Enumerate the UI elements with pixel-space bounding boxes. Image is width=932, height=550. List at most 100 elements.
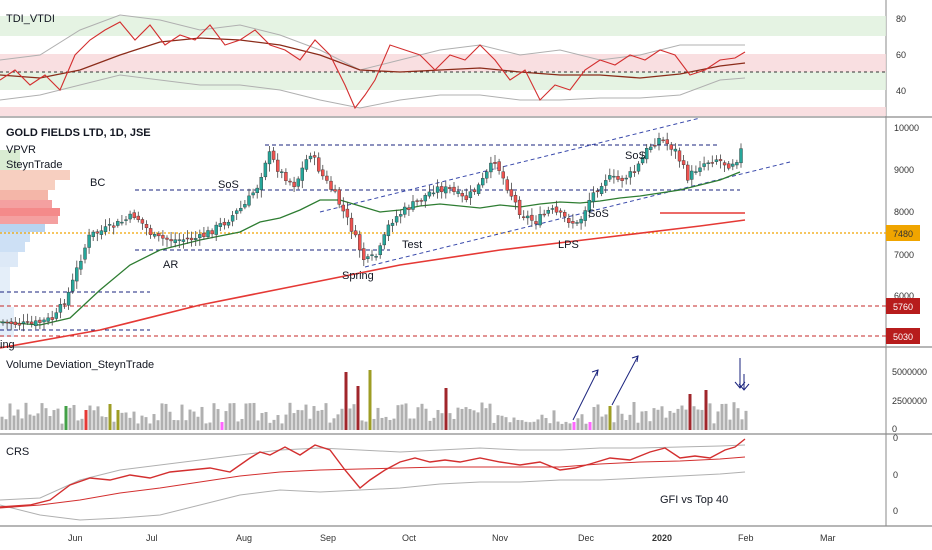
x-tick-dec: Dec [578,533,595,543]
crs-title: CRS [6,446,29,458]
volume-bar [208,422,212,430]
candle-body [628,171,632,178]
volume-bar [672,412,676,430]
volume-bar [244,403,248,430]
x-tick-feb: Feb [738,533,754,543]
tdi-band-upper [0,16,886,36]
candle-body [374,256,378,258]
candle-body [567,218,571,223]
vpvr-label: VPVR [6,144,36,156]
annotation-sos-3: SoS [625,150,646,162]
x-tick-2020: 2020 [652,533,672,543]
candle-body [522,216,526,218]
candle-body [513,194,518,203]
candle-body [489,162,493,173]
candle-body [669,144,673,150]
volume-bar [720,403,724,430]
candle-body [95,231,100,234]
candle-body [157,233,161,237]
candle-body [87,234,91,248]
volume-bar [368,370,372,430]
volume-bar [264,412,268,430]
candle-body [546,210,550,214]
candle-body [415,200,419,202]
candle-body [505,179,509,191]
volume-bar [68,407,72,430]
volume-bar [576,418,580,430]
candle-body [25,321,30,323]
partial-label: ing [0,339,15,351]
volume-bar [36,413,40,430]
vol-tick-2500000: 2500000 [892,396,927,406]
candle-body [563,212,567,217]
candle-body [657,137,661,145]
tdi-rsi-line [0,21,746,110]
price-tick-8000: 8000 [894,207,914,217]
volume-bar [164,403,168,430]
candle-body [444,186,448,194]
candle-body [132,212,136,218]
candle-body [673,148,678,152]
x-axis: Jun Jul Aug Sep Oct Nov Dec 2020 Feb Mar [68,533,836,543]
volume-bar [484,408,488,430]
volume-bar [204,423,208,430]
vol-arrow-2 [611,355,639,406]
candle-body [300,167,304,181]
price-tick-6000: 6000 [894,291,914,301]
volume-bar [608,406,612,430]
candle-body [321,169,325,177]
candle-body [312,155,317,158]
volume-bar [504,417,508,430]
volume-bar [256,420,260,430]
channel-lower [364,161,791,268]
candle-body [169,239,173,242]
candle-body [608,175,612,180]
volume-bar [124,412,128,430]
volume-bar [564,421,568,430]
candle-body [173,239,177,243]
volume-bar [48,416,52,430]
candle-body [632,171,637,173]
volume-bar [728,419,732,430]
volume-bar [660,406,664,430]
volume-bar [428,420,432,430]
candle-body [267,151,272,165]
candle-body [181,239,186,242]
candle-body [247,195,251,206]
volume-bar [668,410,672,430]
volume-bar [480,402,484,430]
candle-body [255,187,259,194]
volume-bar [136,423,140,430]
volume-bar [536,419,540,430]
volume-bar [648,421,652,430]
volume-bar [12,415,16,430]
candle-body [21,321,26,324]
volume-bar [120,412,124,430]
crs-tick-mid: 0 [893,470,898,480]
volume-bar [100,416,104,430]
volume-bar [268,422,272,430]
volume-bar [140,415,144,430]
candle-body [448,187,452,189]
volume-bar [80,418,84,430]
candle-body [616,176,620,180]
volume-bar [636,422,640,430]
candle-body [456,191,460,194]
volume-bar [16,409,20,430]
volume-bar [296,409,300,430]
volume-bar [656,409,660,430]
volume-bar [216,409,220,430]
candle-body [177,239,182,241]
volume-bar [128,417,132,430]
price-candles [1,132,743,332]
candle-body [390,222,395,226]
candle-body [714,159,719,162]
candle-body [91,231,95,237]
volume-bar [496,415,500,430]
annotation-spring: Spring [342,270,374,282]
volume-bar [160,403,164,430]
candle-body [34,320,38,327]
volume-bar [376,407,380,430]
volume-bar [356,386,360,430]
